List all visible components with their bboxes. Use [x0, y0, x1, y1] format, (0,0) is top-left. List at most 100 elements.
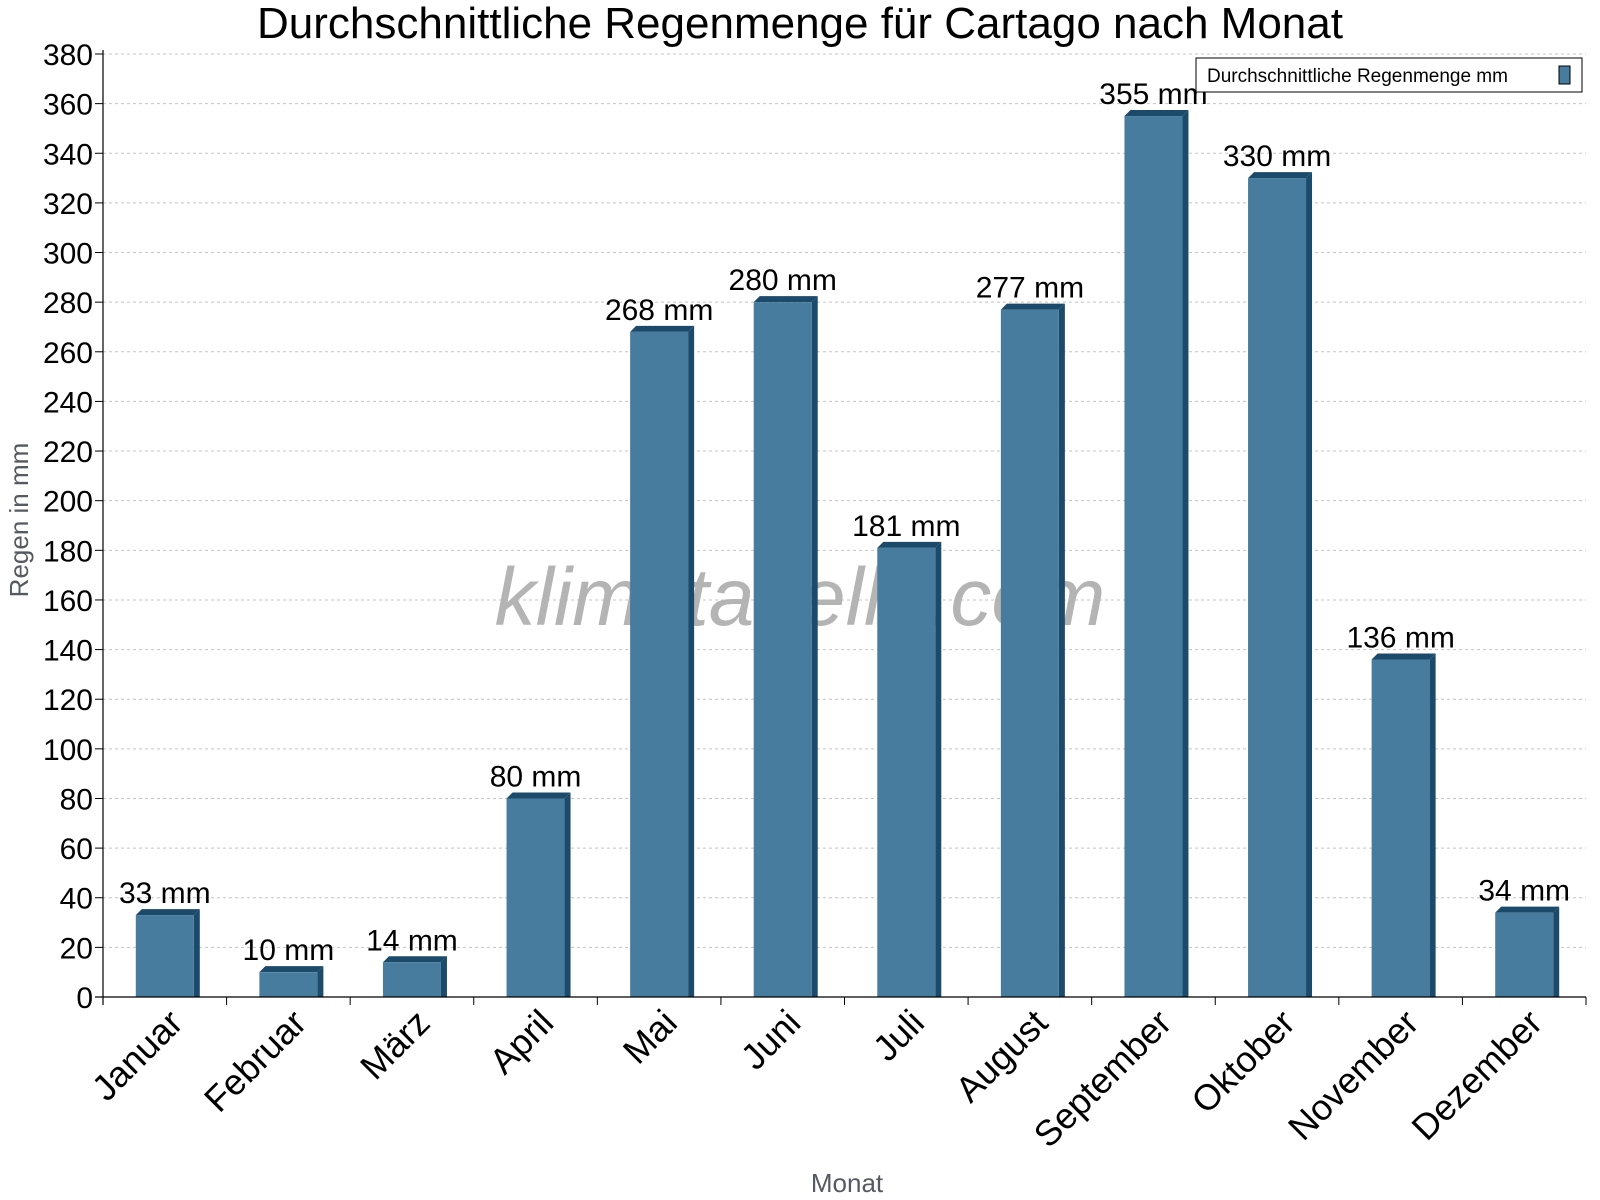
bar-front — [382, 962, 441, 997]
bar-top — [382, 956, 447, 963]
value-label: 277 mm — [976, 272, 1084, 305]
value-label: 33 mm — [119, 877, 211, 910]
bar-side — [1182, 110, 1189, 997]
bar-front — [877, 547, 936, 997]
bar-top — [753, 296, 818, 303]
y-tick-label: 80 — [60, 783, 93, 816]
bar-side — [1306, 172, 1313, 997]
bar-series — [135, 110, 1560, 997]
x-tick-label: Mai — [615, 1002, 685, 1072]
y-tick-label: 320 — [43, 188, 93, 221]
bar-side — [317, 966, 324, 997]
bar-front — [259, 972, 318, 997]
bar-side — [440, 956, 447, 997]
x-tick-label: August — [947, 1002, 1055, 1110]
bar-side — [564, 792, 571, 997]
value-label: 355 mm — [1099, 78, 1207, 111]
bar-top — [630, 325, 695, 332]
x-tick-label: Februar — [196, 1002, 314, 1120]
bar-juni — [753, 296, 818, 997]
bar-september — [1124, 110, 1189, 997]
y-tick-label: 100 — [43, 734, 93, 767]
y-tick-label: 160 — [43, 585, 93, 618]
x-axis-ticks: Januar Februar März April Mai Juni Juli AugustS… — [84, 997, 1587, 1155]
bar-top — [1248, 172, 1313, 179]
x-tick-label: März — [352, 1002, 438, 1088]
value-label: 80 mm — [490, 760, 582, 793]
x-tick-label: Juni — [733, 1002, 809, 1078]
bar-side — [935, 541, 942, 997]
bar-side — [1429, 653, 1436, 997]
y-tick-label: 120 — [43, 684, 93, 717]
bar-side — [688, 325, 695, 997]
value-label: 34 mm — [1478, 875, 1570, 908]
value-label: 10 mm — [243, 934, 335, 967]
y-axis-ticks: 0 20 40 60 80 100 120 140 160 180 200 220 240 260 280 3… — [43, 39, 103, 1015]
y-axis-label: Regen in mm — [4, 443, 34, 598]
bar-side — [1553, 906, 1560, 997]
bar-februar — [259, 966, 324, 997]
bar-front — [1371, 659, 1430, 997]
bar-front — [753, 302, 812, 997]
bar-front — [135, 915, 194, 997]
x-tick-label: Oktober — [1183, 1002, 1303, 1122]
x-tick-label: April — [481, 1002, 561, 1082]
value-label: 330 mm — [1223, 140, 1331, 173]
value-label: 280 mm — [729, 264, 837, 297]
y-tick-label: 180 — [43, 535, 93, 568]
y-tick-label: 380 — [43, 39, 93, 72]
bar-top — [877, 541, 942, 548]
y-tick-label: 200 — [43, 486, 93, 519]
bar-märz — [382, 956, 447, 997]
value-label: 268 mm — [605, 294, 713, 327]
value-label: 136 mm — [1346, 622, 1454, 655]
y-tick-label: 140 — [43, 635, 93, 668]
bar-front — [1495, 912, 1554, 997]
bar-front — [630, 331, 689, 997]
bar-side — [193, 909, 200, 997]
legend-swatch — [1558, 65, 1571, 85]
x-axis-label: Monat — [811, 1168, 884, 1198]
chart-title: Durchschnittliche Regenmenge für Cartago… — [257, 0, 1343, 48]
bar-top — [1124, 110, 1189, 117]
bar-november — [1371, 653, 1436, 997]
bar-top — [259, 966, 324, 973]
value-label: 14 mm — [366, 924, 458, 957]
bar-juli — [877, 541, 942, 997]
x-tick-label: November — [1280, 1002, 1426, 1148]
bar-side — [811, 296, 818, 997]
x-tick-label: Dezember — [1403, 1002, 1549, 1148]
x-tick-label: Januar — [84, 1002, 191, 1109]
bar-top — [135, 909, 200, 916]
bar-side — [1058, 303, 1065, 997]
bar-mai — [630, 325, 695, 997]
bar-top — [1371, 653, 1436, 660]
y-tick-label: 220 — [43, 436, 93, 469]
x-tick-label: Juli — [865, 1002, 932, 1069]
y-tick-label: 40 — [60, 883, 93, 916]
bar-front — [1248, 178, 1307, 997]
legend: Durchschnittliche Regenmenge mm — [1195, 57, 1583, 93]
y-tick-label: 20 — [60, 932, 93, 965]
y-tick-label: 60 — [60, 833, 93, 866]
bar-top — [1000, 303, 1065, 310]
y-tick-label: 260 — [43, 337, 93, 370]
legend-box — [1195, 57, 1583, 93]
bar-dezember — [1495, 906, 1560, 997]
axes — [95, 50, 1586, 1005]
value-labels: 33 mm 10 mm 14 mm 80 mm 268 mm 280 mm 181 mm 27… — [119, 78, 1570, 967]
bar-august — [1000, 303, 1065, 997]
grid-lines — [103, 53, 1586, 948]
y-tick-label: 0 — [76, 982, 93, 1015]
bar-front — [1124, 116, 1183, 997]
legend-label: Durchschnittliche Regenmenge mm — [1207, 66, 1508, 87]
bar-top — [506, 792, 571, 799]
y-tick-label: 300 — [43, 238, 93, 271]
bar-front — [1000, 309, 1059, 997]
bar-januar — [135, 909, 200, 997]
bar-april — [506, 792, 571, 997]
value-label: 181 mm — [852, 510, 960, 543]
bar-oktober — [1248, 172, 1313, 997]
y-tick-label: 240 — [43, 386, 93, 419]
